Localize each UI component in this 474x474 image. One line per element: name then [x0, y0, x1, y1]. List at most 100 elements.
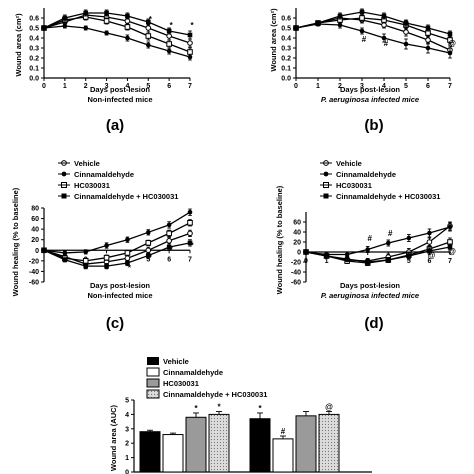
x-tick-label: 1	[325, 258, 329, 265]
data-point	[124, 250, 131, 256]
legend-swatch-gray	[146, 378, 160, 388]
x-tick-label: 2	[338, 83, 342, 90]
y-tick-label: 2	[125, 441, 129, 448]
data-point	[425, 45, 431, 51]
data-point	[166, 244, 172, 250]
panel-a-xlabel: Days post-lesion	[90, 85, 150, 94]
legend-cinnamaldehyde-label: Cinnamaldehyde	[336, 170, 396, 179]
data-point	[426, 239, 433, 245]
y-tick-label: 60	[293, 220, 301, 227]
x-tick-label: 1	[63, 83, 67, 90]
bar	[272, 438, 294, 473]
data-point	[447, 50, 453, 56]
series-line-open-circle	[43, 14, 191, 44]
data-point	[406, 253, 412, 259]
panel-b-xlabel: Days post-lesion	[340, 85, 400, 94]
y-tick-label: 0.4	[281, 36, 291, 43]
x-tick-label: 4	[125, 83, 129, 90]
data-point	[187, 220, 193, 226]
data-point	[359, 15, 365, 21]
data-point	[344, 252, 350, 257]
y-tick-label: -40	[29, 269, 39, 276]
significance-mark: #	[367, 234, 372, 243]
y-tick-label: 0.2	[29, 56, 39, 63]
x-tick-label: 6	[427, 258, 431, 265]
x-tick-label: 6	[426, 83, 430, 90]
y-tick-label: -20	[291, 260, 301, 267]
data-point	[187, 40, 193, 46]
panel-e-legend: Vehicle Cinnamaldehyde HC030031 Cinnamal…	[146, 357, 267, 399]
data-point	[145, 240, 152, 246]
data-point	[359, 9, 365, 15]
significance-mark: *	[170, 245, 174, 254]
data-point	[125, 260, 130, 266]
x-tick-label: 2	[84, 83, 88, 90]
data-point	[447, 224, 453, 230]
panel-b-subtitle: P. aeruginosa infected mice	[321, 95, 419, 104]
significance-mark: @	[448, 39, 456, 48]
data-point	[145, 230, 151, 235]
data-point	[324, 253, 329, 259]
y-tick-label: 4	[125, 412, 129, 419]
y-tick-label: 0	[35, 248, 39, 255]
y-tick-label: 0.2	[281, 56, 291, 63]
data-point	[166, 48, 172, 54]
legend-cinnamaldehyde-label: Cinnamaldehyde	[163, 368, 223, 377]
y-tick-label: 40	[293, 230, 301, 237]
panel-d-letter: (d)	[364, 315, 383, 332]
data-point	[41, 25, 47, 31]
y-tick-label: 0.1	[29, 66, 39, 73]
data-point	[145, 25, 152, 31]
legend-hc030031-label: HC030031	[163, 379, 199, 388]
y-tick-label: 20	[293, 240, 301, 247]
data-point	[403, 41, 409, 47]
data-point	[104, 10, 109, 16]
data-point	[403, 29, 409, 35]
x-tick-label: 5	[404, 83, 408, 90]
x-tick-label: 5	[407, 258, 411, 265]
data-point	[187, 32, 193, 38]
x-tick-label: 6	[167, 256, 171, 263]
data-point	[103, 18, 110, 24]
data-point	[103, 254, 110, 261]
significance-mark: *	[190, 241, 194, 250]
significance-mark: *	[170, 21, 174, 30]
data-point	[82, 258, 89, 264]
panel-e: Vehicle Cinnamaldehyde HC030031 Cinnamal…	[109, 357, 372, 474]
data-point	[425, 25, 431, 31]
data-point	[104, 263, 109, 269]
data-point	[62, 257, 68, 263]
bar	[295, 415, 317, 473]
legend-combo-label: Cinnamaldehyde + HC030031	[74, 192, 178, 201]
data-point	[62, 250, 68, 256]
data-point	[187, 209, 193, 215]
panel-d-subtitle: P. aeruginosa infected mice	[321, 291, 419, 300]
panel-a-ylabel: Wound area (cm²)	[14, 13, 23, 77]
y-tick-label: -20	[29, 258, 39, 265]
panel-d-legend: Vehicle Cinnamaldehyde HC030031 Cinnamal…	[320, 159, 440, 201]
y-tick-label: 80	[31, 206, 39, 213]
x-tick-label: 3	[105, 83, 109, 90]
series-line-filled-square	[43, 12, 191, 36]
series-line-open-square	[43, 222, 191, 262]
panel-c-xlabel: Days post-lesion	[90, 281, 150, 290]
y-tick-label: 40	[31, 227, 39, 234]
data-point	[427, 230, 432, 236]
data-point	[104, 243, 109, 248]
panel-a-subtitle: Non-infected mice	[87, 95, 152, 104]
panel-c-subtitle: Non-infected mice	[87, 291, 152, 300]
data-point	[124, 24, 131, 30]
data-point	[447, 37, 453, 43]
legend-swatch-white	[146, 367, 160, 377]
series-line-open-square	[43, 16, 191, 53]
data-point	[83, 10, 89, 16]
y-tick-label: 3	[125, 426, 129, 433]
panel-d-xlabel: Days post-lesion	[340, 281, 400, 290]
data-point	[406, 235, 412, 241]
panel-d-ylabel: Wound healing (% to baseline)	[275, 185, 284, 294]
y-tick-label: 0.6	[29, 16, 39, 23]
y-tick-label: 0	[297, 250, 301, 257]
y-tick-label: 0.0	[29, 76, 39, 83]
data-point	[62, 23, 68, 29]
